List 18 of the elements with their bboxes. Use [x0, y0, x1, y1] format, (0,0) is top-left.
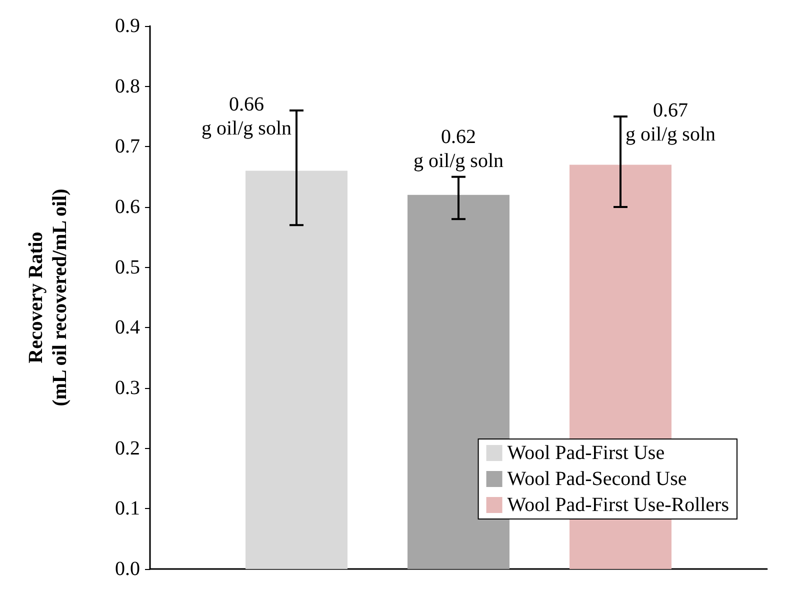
data-label: 0.62 g oil/g soln — [413, 126, 504, 172]
y-axis-title: Recovery Ratio (mL oil recovered/mL oil) — [25, 188, 71, 406]
y-tick-label: 0.5 — [115, 256, 140, 278]
y-tick-label: 0.1 — [115, 498, 140, 520]
y-tick-label: 0.9 — [115, 15, 140, 37]
y-tick-label: 0.8 — [115, 75, 140, 98]
data-label: 0.66 g oil/g soln — [201, 93, 292, 140]
legend-label: Wool Pad-First Use — [507, 442, 665, 464]
legend-label: Wool Pad-Second Use — [507, 468, 687, 490]
data-label: 0.67 g oil/g soln — [625, 100, 716, 146]
y-tick-label: 0.2 — [115, 437, 140, 460]
y-tick-label: 0.7 — [115, 136, 140, 158]
y-tick-label: 0.0 — [115, 558, 140, 580]
y-tick-label: 0.3 — [115, 377, 140, 399]
y-tick-label: 0.6 — [115, 196, 140, 218]
y-tick-label: 0.4 — [115, 316, 140, 339]
legend-label: Wool Pad-First Use-Rollers — [507, 494, 730, 516]
bar — [246, 170, 348, 569]
